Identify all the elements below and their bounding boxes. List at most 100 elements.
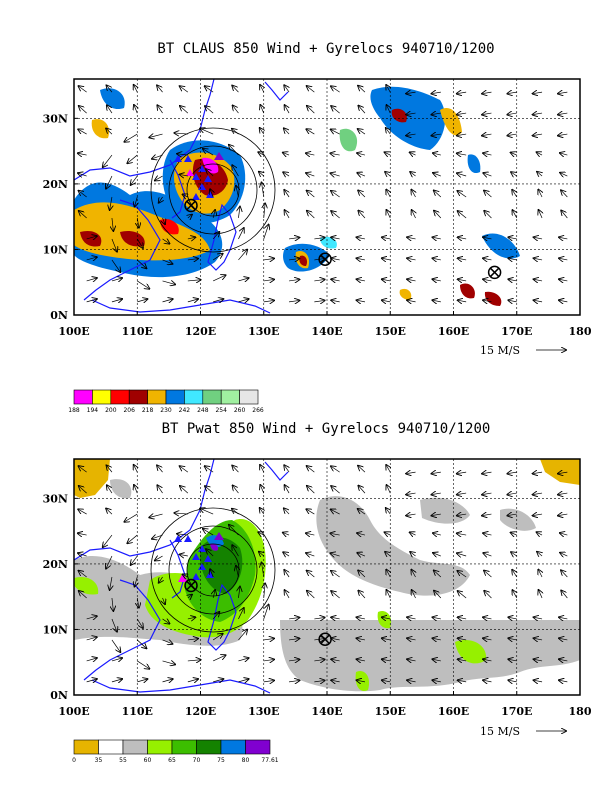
wind-vector	[432, 617, 441, 619]
wind-vector	[210, 569, 213, 578]
wind-vector	[238, 587, 240, 599]
colorbar-label: 188	[68, 407, 80, 414]
wind-vector	[457, 514, 467, 516]
wind-vector	[152, 155, 163, 159]
wind-vector	[382, 617, 391, 619]
wind-vector	[382, 659, 391, 661]
wind-vector	[358, 86, 366, 93]
wind-vector	[229, 525, 239, 536]
wind-vector	[457, 153, 467, 155]
wind-vector	[238, 658, 248, 661]
wind-vector	[331, 571, 340, 578]
x-tick-label: 100E	[58, 705, 89, 718]
ref-vector-pwat: 15 M/S	[480, 725, 566, 738]
wind-vector	[533, 113, 543, 115]
wind-vector	[285, 105, 289, 114]
wind-vector	[206, 549, 214, 557]
wind-vector	[238, 630, 247, 641]
wind-vector	[331, 617, 340, 619]
wind-vector	[537, 552, 542, 556]
wind-vector	[508, 300, 517, 302]
wind-vector	[483, 300, 492, 302]
wind-vector	[187, 660, 201, 661]
x-tick-label: 170E	[501, 705, 532, 718]
wind-vector	[411, 190, 415, 198]
wind-vector	[534, 258, 543, 260]
wind-vector	[357, 533, 366, 535]
wind-vector	[385, 172, 390, 176]
wind-vector	[124, 133, 138, 142]
colorbar-swatch	[110, 389, 130, 405]
wind-vector	[358, 129, 366, 135]
wind-vector	[357, 680, 366, 682]
wind-vector	[358, 509, 366, 515]
wind-vector	[330, 533, 340, 535]
colorbar-swatch	[73, 389, 93, 405]
wind-vector	[385, 152, 391, 155]
wind-vector	[537, 172, 542, 176]
wind-vector	[238, 228, 243, 240]
wind-vector	[307, 591, 315, 599]
colorbar-label: 254	[215, 407, 227, 414]
wind-vector	[432, 493, 441, 495]
wind-vector	[331, 129, 340, 134]
wind-vector	[107, 465, 113, 473]
wind-vector	[434, 570, 442, 578]
wind-vector	[213, 655, 225, 662]
colorbar-pwat: 0 35 55 60 65 70 75 80 77.61	[72, 739, 279, 764]
wind-vector	[110, 576, 112, 590]
wind-vector	[482, 472, 492, 474]
wind-vector	[457, 92, 467, 94]
wind-vector	[314, 279, 324, 280]
x-tick-label: 110E	[122, 705, 153, 718]
wind-vector	[285, 485, 289, 494]
wind-vector	[507, 134, 517, 136]
wind-vector	[534, 300, 543, 302]
wind-vector	[200, 128, 214, 135]
wind-vector	[236, 566, 238, 578]
wind-vector	[260, 485, 263, 494]
wind-vector	[512, 590, 516, 599]
colorbar-label: 230	[160, 407, 172, 414]
wind-vector	[331, 86, 340, 93]
wind-vector	[458, 680, 467, 682]
wind-vector	[357, 173, 366, 176]
wind-vector	[331, 680, 340, 682]
wind-vectors-pwat	[78, 465, 568, 682]
wind-vector	[180, 106, 189, 114]
wind-vector	[149, 514, 163, 517]
wind-vector	[111, 658, 122, 661]
wind-vector	[177, 154, 188, 155]
colorbar-swatch	[122, 739, 148, 755]
wind-vector	[331, 211, 340, 219]
colorbar-claus: 188 194 200 206 218 230 242 248 254 260 266	[68, 389, 264, 414]
wind-vector	[412, 210, 416, 219]
wind-vector	[238, 608, 243, 620]
wind-vector	[432, 237, 441, 239]
wind-vector	[314, 300, 324, 301]
wind-vector	[162, 640, 173, 644]
wind-vector	[284, 128, 289, 135]
wind-vector	[134, 105, 137, 114]
wind-vector	[559, 638, 568, 640]
wind-vector	[331, 106, 340, 114]
wind-vector	[283, 153, 290, 155]
wind-vector	[86, 679, 97, 682]
wind-vector	[79, 191, 87, 198]
wind-vector	[238, 299, 248, 302]
wind-vector	[284, 85, 289, 93]
wind-vector	[508, 279, 517, 281]
wind-vector	[289, 638, 299, 639]
wind-vector	[457, 553, 467, 556]
wind-vector	[434, 591, 442, 599]
wind-vector	[86, 637, 97, 640]
wind-vector	[306, 553, 315, 556]
wind-vector	[162, 619, 170, 624]
wind-vector	[263, 279, 274, 280]
wind-vector	[512, 190, 517, 198]
wind-vector	[559, 237, 568, 239]
wind-vector	[162, 661, 176, 665]
wind-vector	[357, 617, 366, 619]
wind-vector	[382, 638, 391, 640]
wind-vector	[560, 153, 568, 155]
